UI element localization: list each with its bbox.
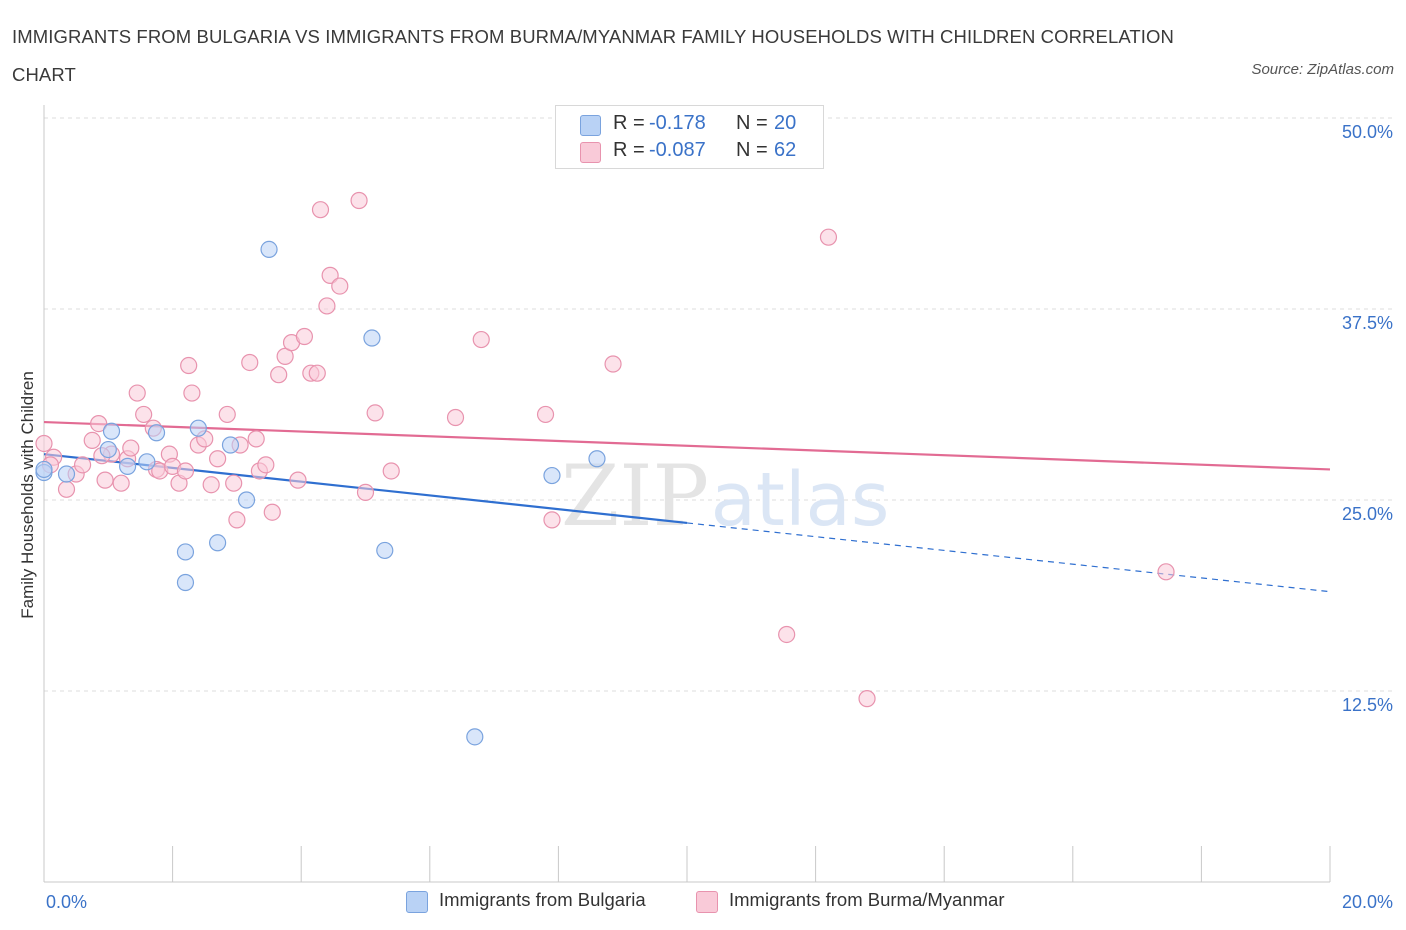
watermark-zip: ZIP bbox=[561, 447, 709, 545]
correlation-legend: R = -0.178 N = 20 R = -0.087 N = 62 bbox=[555, 105, 824, 169]
bulgaria-point bbox=[102, 422, 121, 440]
bulgaria-point bbox=[543, 466, 561, 485]
burma-point bbox=[308, 364, 326, 382]
y-tick-label: 50.0% bbox=[1342, 122, 1393, 142]
burma-point bbox=[819, 228, 838, 246]
bottom-legend-swatch-bulgaria bbox=[406, 891, 428, 913]
burma-point bbox=[858, 690, 876, 708]
burma-point bbox=[276, 347, 294, 365]
bulgaria-point bbox=[189, 419, 207, 437]
bottom-legend-label-bulgaria: Immigrants from Bulgaria bbox=[439, 889, 646, 910]
burma-point bbox=[318, 297, 336, 315]
burma-point bbox=[180, 356, 198, 375]
chart-title: IMMIGRANTS FROM BULGARIA VS IMMIGRANTS F… bbox=[12, 26, 1174, 85]
bulgaria-point bbox=[57, 465, 76, 483]
burma-point bbox=[183, 384, 201, 402]
burma-point bbox=[350, 191, 368, 210]
burma-point bbox=[289, 471, 307, 489]
y-tick-label: 25.0% bbox=[1342, 504, 1393, 524]
legend-swatch-burma bbox=[580, 142, 601, 163]
bulgaria-point bbox=[376, 541, 394, 560]
bulgaria-point bbox=[209, 534, 227, 552]
y-tick-label: 12.5% bbox=[1342, 695, 1393, 715]
legend-n-value: 62 bbox=[774, 139, 797, 161]
legend-n-value: 20 bbox=[774, 112, 797, 134]
bulgaria-trend-extension bbox=[686, 522, 1331, 593]
burma-point bbox=[176, 462, 195, 480]
burma-point bbox=[382, 462, 400, 480]
bottom-legend-swatch-burma bbox=[696, 891, 718, 913]
bulgaria-point bbox=[466, 728, 484, 746]
burma-point bbox=[83, 431, 101, 450]
burma-point bbox=[225, 474, 243, 492]
burma-point bbox=[228, 511, 246, 529]
bulgaria-point bbox=[35, 460, 53, 479]
tick-labels: 12.5% 25.0% 37.5% 50.0% 0.0% 20.0% bbox=[46, 122, 1393, 912]
burma-point bbox=[73, 456, 92, 474]
watermark-atlas: atlas bbox=[711, 457, 890, 543]
bulgaria-point bbox=[118, 457, 137, 475]
bulgaria-point bbox=[260, 240, 278, 259]
axes bbox=[43, 105, 1331, 883]
burma-point bbox=[472, 330, 490, 349]
bulgaria-point bbox=[99, 440, 117, 459]
burma-point bbox=[128, 384, 146, 402]
legend-r-label: R = bbox=[613, 112, 645, 134]
burma-point bbox=[209, 450, 227, 468]
burma-point bbox=[536, 405, 555, 424]
burma-point bbox=[270, 366, 288, 384]
burma-point bbox=[218, 405, 236, 424]
bulgaria-point bbox=[138, 453, 156, 471]
burma-point bbox=[778, 625, 796, 644]
burma-point bbox=[356, 483, 375, 501]
burma-point bbox=[446, 408, 465, 427]
burma-point bbox=[247, 430, 265, 448]
burma-point bbox=[202, 476, 220, 494]
burma-point bbox=[122, 439, 140, 457]
bottom-legend-label-burma: Immigrants from Burma/Myanmar bbox=[729, 889, 1005, 910]
legend-n-label: N = bbox=[736, 112, 768, 134]
burma-point bbox=[257, 456, 275, 474]
bulgaria-point bbox=[176, 573, 195, 592]
burma-point bbox=[321, 266, 339, 284]
bulgaria-point bbox=[147, 424, 166, 442]
bulgaria-point bbox=[176, 543, 195, 561]
burma-point bbox=[57, 480, 76, 498]
burma-point bbox=[331, 277, 349, 295]
x-tick-label: 20.0% bbox=[1342, 892, 1393, 912]
burma-trend-line bbox=[43, 420, 1331, 471]
burma-point bbox=[604, 355, 622, 373]
burma-point bbox=[112, 474, 130, 492]
burma-point bbox=[366, 404, 384, 422]
legend-n-label: N = bbox=[736, 139, 768, 161]
watermark: ZIP atlas bbox=[561, 447, 889, 545]
burma-point bbox=[241, 353, 259, 372]
burma-point bbox=[1157, 563, 1175, 581]
bulgaria-point bbox=[237, 491, 256, 509]
legend-swatch-bulgaria bbox=[580, 115, 601, 136]
burma-point bbox=[96, 471, 114, 489]
data-points bbox=[35, 191, 1175, 746]
bulgaria-point bbox=[221, 436, 240, 454]
burma-point bbox=[263, 503, 281, 521]
burma-point bbox=[135, 405, 153, 424]
bulgaria-point bbox=[363, 329, 381, 347]
x-tick-label: 0.0% bbox=[46, 892, 87, 912]
y-axis-label: Family Households with Children bbox=[18, 371, 37, 619]
burma-point bbox=[311, 201, 330, 219]
burma-point bbox=[295, 327, 314, 346]
legend-r-value: -0.178 bbox=[649, 112, 706, 134]
burma-point bbox=[35, 434, 53, 453]
bulgaria-point bbox=[588, 450, 606, 468]
legend-r-label: R = bbox=[613, 139, 645, 161]
y-tick-label: 37.5% bbox=[1342, 313, 1393, 333]
burma-point bbox=[90, 415, 108, 433]
gridlines bbox=[44, 117, 1392, 692]
burma-point bbox=[543, 511, 561, 529]
source-label: Source: ZipAtlas.com bbox=[1251, 61, 1394, 78]
legend-r-value: -0.087 bbox=[649, 139, 706, 161]
